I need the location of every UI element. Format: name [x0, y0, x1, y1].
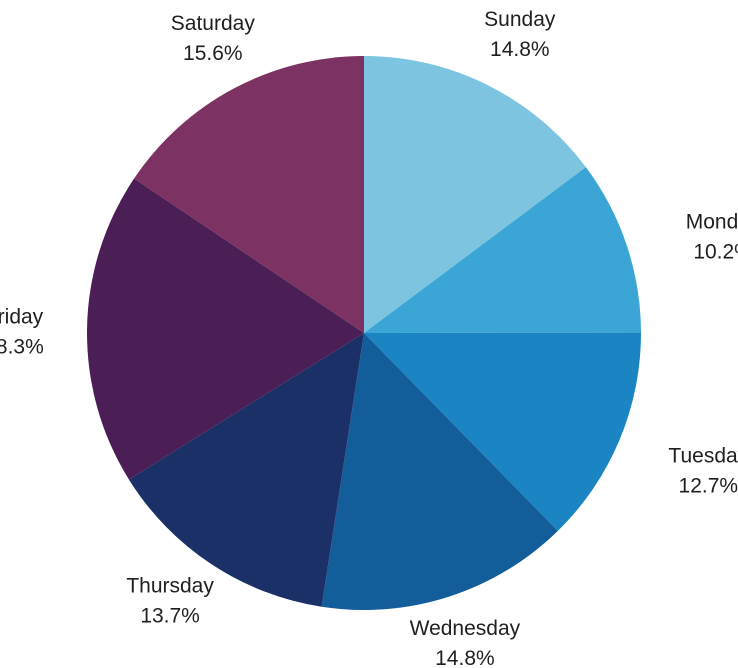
slice-label-monday: Monday 10.2%	[686, 211, 738, 264]
slice-percent-label: 14.8%	[490, 38, 550, 61]
slice-name-label: Monday	[686, 211, 738, 234]
pie-slice-thursday	[128, 333, 364, 607]
slice-percent-label: 15.6%	[183, 42, 243, 65]
slice-label-saturday: Saturday 15.6%	[171, 12, 256, 65]
slice-label-wednesday: Wednesday 14.8%	[410, 617, 521, 668]
pie-slice-sunday	[364, 56, 586, 333]
pie-labels: Sunday 14.8% Monday 10.2% Tuesday 12.7% Wednes…	[0, 8, 738, 668]
slice-name-label: Tuesday	[668, 445, 738, 468]
slice-percent-label: 12.7%	[679, 475, 738, 498]
slice-percent-label: 14.8%	[435, 647, 495, 668]
slice-percent-label: 10.2%	[693, 241, 738, 264]
slice-label-friday: Friday 18.3%	[0, 305, 44, 358]
slice-label-sunday: Sunday 14.8%	[484, 8, 556, 61]
slice-label-thursday: Thursday 13.7%	[126, 574, 214, 627]
pie-slice-wednesday	[321, 333, 558, 610]
slice-percent-label: 18.3%	[0, 335, 44, 358]
pie-slice-saturday	[134, 56, 364, 333]
pie-slices	[87, 56, 642, 610]
pie-slice-monday	[364, 167, 641, 333]
slice-name-label: Friday	[0, 305, 44, 328]
slice-name-label: Thursday	[126, 574, 214, 597]
slice-label-tuesday: Tuesday 12.7%	[668, 445, 738, 498]
slice-name-label: Wednesday	[410, 617, 521, 640]
slice-name-label: Saturday	[171, 12, 256, 35]
slice-percent-label: 13.7%	[140, 604, 200, 627]
pie-slice-tuesday	[364, 332, 642, 531]
pie-slice-friday	[87, 178, 364, 480]
slice-name-label: Sunday	[484, 8, 556, 31]
